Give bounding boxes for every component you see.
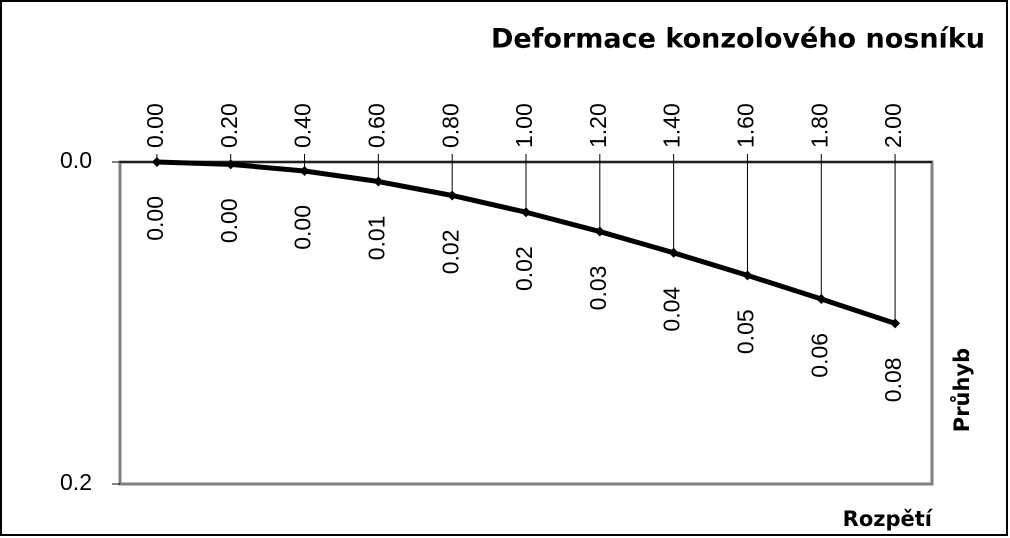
data-label: 0.04 (659, 287, 685, 332)
x-tick-label: 1.80 (806, 103, 832, 148)
x-tick-label: 1.40 (659, 103, 685, 148)
point-marker (373, 176, 384, 187)
x-tick-label: 0.00 (142, 103, 168, 148)
data-label: 0.08 (880, 357, 906, 402)
point-marker (447, 190, 458, 201)
data-label: 0.00 (216, 198, 242, 243)
point-marker (816, 293, 827, 304)
x-tick-label: 0.60 (363, 103, 389, 148)
point-marker (742, 270, 753, 281)
point-marker (521, 207, 531, 218)
data-label: 0.00 (142, 196, 168, 241)
point-marker (299, 166, 310, 177)
point-marker (668, 247, 679, 258)
x-tick-label: 2.00 (880, 103, 906, 148)
y-axis-title: Průhyb (950, 348, 974, 432)
x-tick-label: 1.60 (733, 103, 759, 148)
data-label: 0.01 (363, 216, 389, 261)
y-tick-label: 0.2 (60, 469, 92, 495)
point-marker (594, 226, 605, 237)
x-tick-label: 1.00 (511, 103, 537, 148)
x-tick-label: 0.80 (437, 103, 463, 148)
data-label: 0.05 (733, 309, 759, 354)
point-marker (151, 157, 162, 167)
data-label: 0.02 (511, 246, 537, 291)
y-tick-label: 0.0 (60, 147, 92, 173)
x-axis-title: Rozpětí (843, 507, 934, 531)
data-label: 0.00 (290, 205, 316, 250)
x-tick-label: 0.20 (216, 103, 242, 148)
chart-title: Deformace konzolového nosníku (491, 24, 985, 55)
x-tick-label: 0.40 (290, 103, 316, 148)
point-marker (225, 159, 236, 170)
x-tick-label: 1.20 (585, 103, 611, 148)
point-marker (890, 318, 901, 329)
data-label: 0.02 (437, 229, 463, 274)
data-label: 0.06 (806, 333, 832, 378)
data-label: 0.03 (585, 266, 611, 311)
